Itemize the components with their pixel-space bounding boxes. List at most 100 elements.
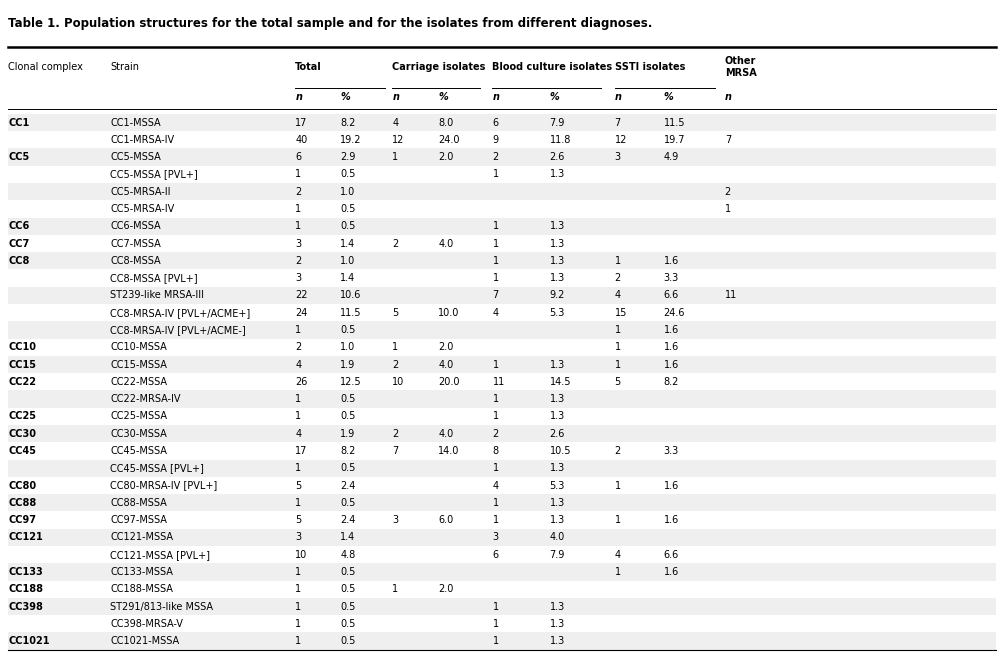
Text: 4.0: 4.0 xyxy=(438,360,453,370)
Text: 1: 1 xyxy=(295,411,301,421)
Text: n: n xyxy=(392,92,399,102)
Text: 19.2: 19.2 xyxy=(340,135,361,145)
Text: 8.2: 8.2 xyxy=(340,446,355,456)
Text: 1: 1 xyxy=(392,342,398,352)
Bar xyxy=(8,391,996,408)
Text: 5.3: 5.3 xyxy=(550,308,565,318)
Text: 1: 1 xyxy=(492,411,498,421)
Text: SSTI isolates: SSTI isolates xyxy=(615,62,685,72)
Text: CC80-MRSA-IV [PVL+]: CC80-MRSA-IV [PVL+] xyxy=(110,480,217,490)
Text: 24.6: 24.6 xyxy=(664,308,685,318)
Bar xyxy=(8,563,996,581)
Text: 26: 26 xyxy=(295,377,307,387)
Text: 3: 3 xyxy=(615,152,621,162)
Text: 1: 1 xyxy=(725,204,731,214)
Text: 0.5: 0.5 xyxy=(340,602,355,612)
Text: 1.3: 1.3 xyxy=(550,221,565,231)
Bar xyxy=(8,131,996,149)
Text: 6.0: 6.0 xyxy=(438,515,453,525)
Text: CC121-MSSA [PVL+]: CC121-MSSA [PVL+] xyxy=(110,549,210,559)
Text: 1: 1 xyxy=(295,170,301,180)
Bar xyxy=(8,149,996,165)
Text: 1: 1 xyxy=(295,619,301,629)
Text: 2: 2 xyxy=(725,187,731,197)
Text: CC25-MSSA: CC25-MSSA xyxy=(110,411,167,421)
Text: 11: 11 xyxy=(492,377,505,387)
Text: 4: 4 xyxy=(492,308,498,318)
Text: 3: 3 xyxy=(295,239,301,249)
Text: %: % xyxy=(438,92,448,102)
Text: Other
MRSA: Other MRSA xyxy=(725,56,757,78)
Text: 2.9: 2.9 xyxy=(340,152,355,162)
Text: 10.6: 10.6 xyxy=(340,290,361,300)
Text: 17: 17 xyxy=(295,117,307,127)
Text: 1.3: 1.3 xyxy=(550,273,565,283)
Text: 4: 4 xyxy=(392,117,398,127)
Text: 12.5: 12.5 xyxy=(340,377,362,387)
Text: CC45: CC45 xyxy=(8,446,36,456)
Text: CC5: CC5 xyxy=(8,152,29,162)
Text: 1.6: 1.6 xyxy=(664,567,679,577)
Text: 5: 5 xyxy=(295,480,301,490)
Text: 1: 1 xyxy=(392,584,398,594)
Text: 7: 7 xyxy=(392,446,398,456)
Bar xyxy=(8,235,996,252)
Text: CC5-MRSA-IV: CC5-MRSA-IV xyxy=(110,204,174,214)
Text: CC80: CC80 xyxy=(8,480,36,490)
Text: CC30-MSSA: CC30-MSSA xyxy=(110,429,167,439)
Text: 1.3: 1.3 xyxy=(550,636,565,646)
Text: 1.3: 1.3 xyxy=(550,463,565,473)
Text: CC7-MSSA: CC7-MSSA xyxy=(110,239,161,249)
Text: 2.4: 2.4 xyxy=(340,480,355,490)
Text: CC5-MRSA-II: CC5-MRSA-II xyxy=(110,187,170,197)
Bar xyxy=(8,356,996,373)
Text: 7: 7 xyxy=(725,135,731,145)
Text: CC88: CC88 xyxy=(8,498,36,508)
Text: 1: 1 xyxy=(615,256,621,266)
Text: 3: 3 xyxy=(492,533,498,543)
Text: 1.6: 1.6 xyxy=(664,515,679,525)
Text: 0.5: 0.5 xyxy=(340,394,355,404)
Text: 1: 1 xyxy=(295,221,301,231)
Bar xyxy=(8,477,996,494)
Text: n: n xyxy=(615,92,622,102)
Bar xyxy=(8,632,996,650)
Text: 1: 1 xyxy=(492,239,498,249)
Text: 0.5: 0.5 xyxy=(340,619,355,629)
Text: 4: 4 xyxy=(492,480,498,490)
Text: 4: 4 xyxy=(615,549,621,559)
Bar xyxy=(8,460,996,477)
Text: CC1-MSSA: CC1-MSSA xyxy=(110,117,161,127)
Text: 1: 1 xyxy=(492,170,498,180)
Text: 0.5: 0.5 xyxy=(340,584,355,594)
Text: 6.6: 6.6 xyxy=(664,549,679,559)
Text: 3: 3 xyxy=(295,273,301,283)
Text: ST239-like MRSA-III: ST239-like MRSA-III xyxy=(110,290,204,300)
Text: 2: 2 xyxy=(492,429,498,439)
Text: 2: 2 xyxy=(492,152,498,162)
Text: 1: 1 xyxy=(295,325,301,335)
Text: 4.9: 4.9 xyxy=(664,152,679,162)
Text: 1: 1 xyxy=(492,360,498,370)
Text: CC97-MSSA: CC97-MSSA xyxy=(110,515,167,525)
Text: 1.6: 1.6 xyxy=(664,342,679,352)
Text: 1: 1 xyxy=(615,567,621,577)
Bar xyxy=(8,546,996,563)
Text: 4.0: 4.0 xyxy=(438,239,453,249)
Text: 1: 1 xyxy=(492,515,498,525)
Text: 2.0: 2.0 xyxy=(438,152,453,162)
Bar xyxy=(8,408,996,425)
Bar xyxy=(8,581,996,598)
Text: 0.5: 0.5 xyxy=(340,221,355,231)
Text: CC121: CC121 xyxy=(8,533,43,543)
Text: 11.5: 11.5 xyxy=(340,308,361,318)
Text: CC6-MSSA: CC6-MSSA xyxy=(110,221,161,231)
Text: 10.5: 10.5 xyxy=(550,446,571,456)
Text: CC1-MRSA-IV: CC1-MRSA-IV xyxy=(110,135,174,145)
Bar xyxy=(8,287,996,304)
Text: 1: 1 xyxy=(295,567,301,577)
Text: 5: 5 xyxy=(392,308,398,318)
Text: 15: 15 xyxy=(615,308,627,318)
Bar xyxy=(8,304,996,322)
Text: 0.5: 0.5 xyxy=(340,325,355,335)
